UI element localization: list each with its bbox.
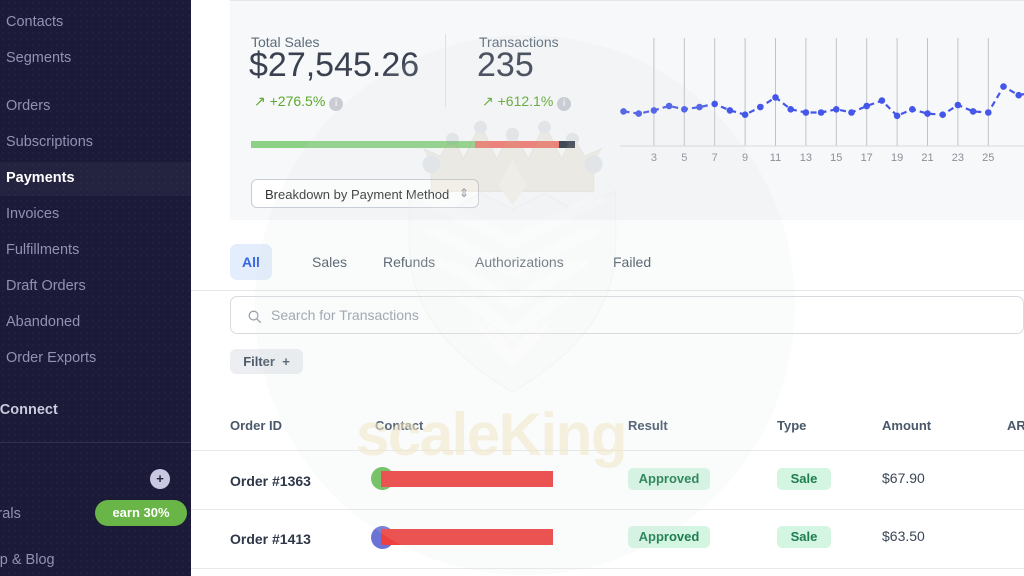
svg-text:11: 11 [770, 152, 781, 164]
svg-text:17: 17 [861, 152, 873, 164]
svg-text:9: 9 [742, 152, 748, 164]
svg-text:21: 21 [921, 152, 933, 164]
svg-text:13: 13 [800, 152, 812, 164]
svg-text:15: 15 [830, 152, 842, 164]
svg-text:23: 23 [952, 152, 964, 164]
svg-text:5: 5 [681, 152, 687, 164]
svg-text:3: 3 [651, 152, 657, 164]
svg-text:25: 25 [982, 152, 994, 164]
svg-text:19: 19 [891, 152, 903, 164]
svg-text:7: 7 [712, 152, 718, 164]
